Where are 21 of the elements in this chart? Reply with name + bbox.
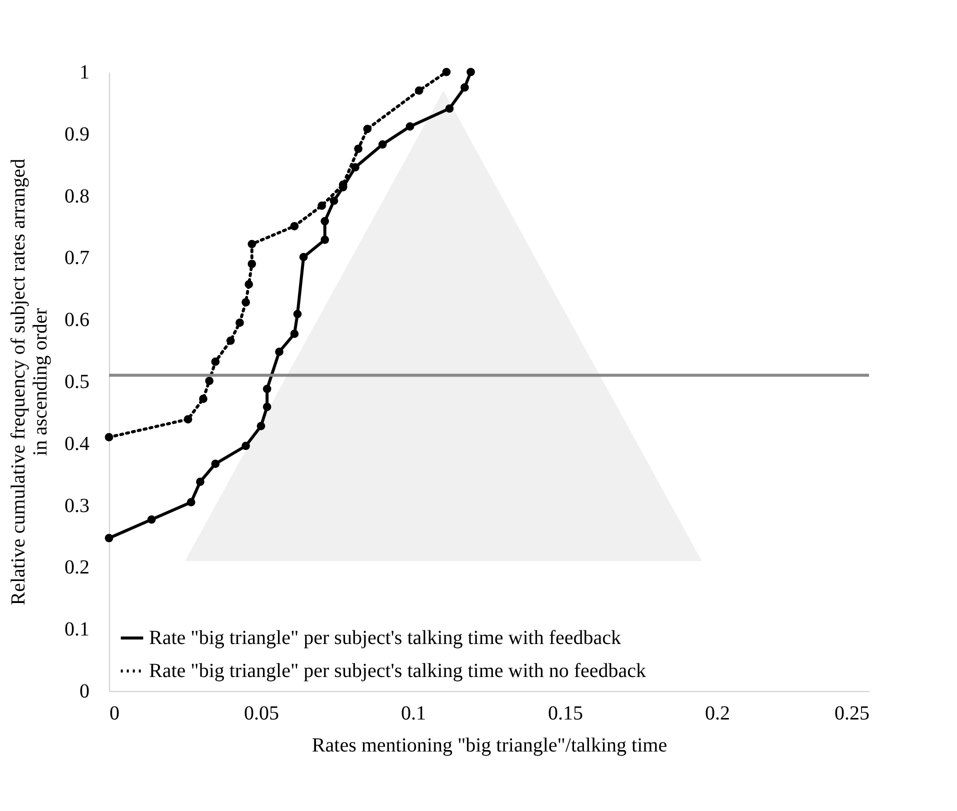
- y-tick-label: 0.8: [64, 185, 90, 208]
- x-tick-label: 0: [110, 702, 120, 724]
- y-axis-title: Relative cumulative frequency of subject rates arranged in ascending order: [8, 158, 52, 606]
- y-tick-label: 0.6: [64, 309, 90, 332]
- y-tick-label: 0.5: [64, 371, 90, 393]
- y-tick-label: 0.4: [64, 432, 90, 455]
- y-tick-label: 0.2: [64, 556, 90, 579]
- x-tick-label: 0.25: [834, 702, 870, 724]
- legend-label: Rate "big triangle" per subject's talking time with feedback: [149, 627, 622, 649]
- x-tick-label: 0.05: [244, 702, 279, 724]
- x-tick-label: 0.15: [548, 702, 583, 724]
- y-tick-label: 0: [80, 680, 90, 702]
- x-tick-label: 0.2: [705, 702, 730, 724]
- legend-label: Rate "big triangle" per subject's talking time with no feedback: [149, 660, 646, 682]
- y-tick-label: 0.9: [64, 123, 90, 146]
- y-tick-label: 0.3: [64, 494, 90, 517]
- y-tick-label: 0.1: [64, 618, 90, 641]
- x-tick-label: 0.1: [401, 702, 426, 724]
- x-axis-title: Rates mentioning "big triangle"/talking time: [312, 734, 668, 756]
- y-tick-label: 1: [80, 62, 90, 84]
- y-tick-label: 0.7: [64, 247, 90, 270]
